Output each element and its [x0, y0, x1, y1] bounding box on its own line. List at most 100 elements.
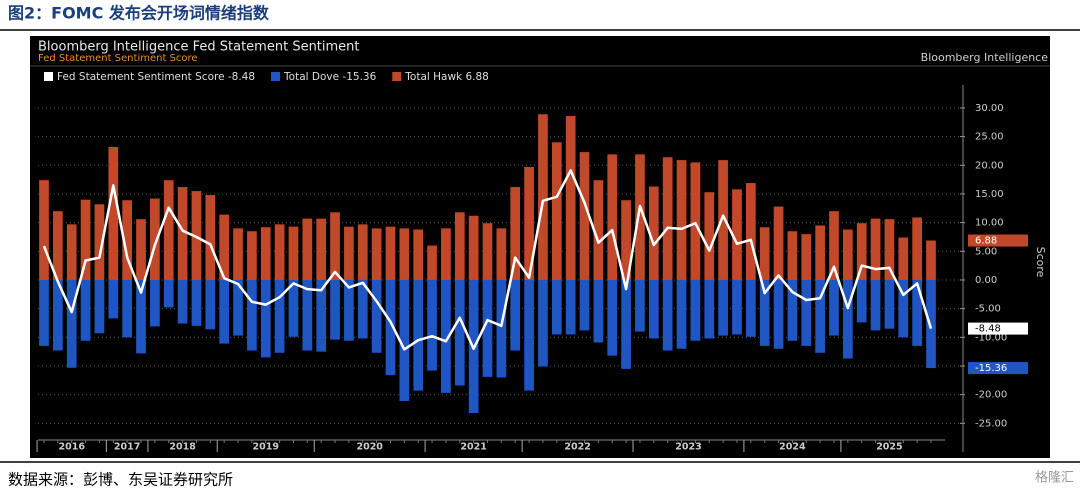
bar [648, 279, 659, 339]
bar [745, 183, 756, 280]
bar [898, 237, 909, 280]
bar [607, 154, 618, 280]
bar [732, 189, 742, 280]
bar [787, 231, 798, 280]
bar [662, 279, 673, 351]
bar [565, 115, 576, 280]
bar [413, 279, 424, 391]
last-value-tag [968, 362, 1028, 375]
bar [274, 279, 285, 353]
bar [288, 279, 299, 337]
bar [829, 211, 839, 280]
bar [122, 279, 133, 338]
bar [191, 191, 202, 280]
bar [288, 226, 299, 280]
bar [163, 279, 174, 308]
bar [482, 279, 493, 377]
bar [621, 279, 631, 369]
bar [80, 279, 91, 341]
bar [357, 224, 368, 280]
x-tick-label: 2018 [169, 442, 196, 453]
bar [593, 180, 604, 280]
bar [344, 226, 354, 280]
score-line [42, 169, 933, 351]
figure-header: 图2：FOMC 发布会开场词情绪指数 [8, 4, 270, 23]
bar [898, 279, 909, 338]
bar [219, 214, 230, 280]
bar [496, 228, 507, 280]
bar [247, 231, 257, 280]
bar [468, 215, 479, 280]
bar [732, 279, 742, 335]
bar [399, 228, 410, 280]
bar [815, 279, 825, 353]
chart-title: Bloomberg Intelligence Fed Statement Sen… [38, 40, 360, 55]
bar [274, 224, 285, 280]
last-value-label: -15.36 [975, 363, 1007, 374]
y-tick-label: 25.00 [975, 132, 1004, 143]
y-tick-label: 15.00 [975, 189, 1004, 200]
brand: Bloomberg Intelligence [921, 51, 1049, 64]
bar [745, 279, 756, 337]
bar [842, 279, 853, 359]
bar [302, 279, 313, 351]
bar [80, 199, 91, 280]
bar [413, 229, 424, 280]
bar [53, 211, 63, 280]
x-tick-label: 2021 [460, 442, 486, 453]
bar [205, 195, 216, 280]
x-tick-label: 2025 [876, 442, 902, 453]
bar [454, 212, 465, 280]
watermark: 格隆汇 [1035, 470, 1074, 486]
bar [829, 279, 839, 336]
bar [718, 160, 728, 280]
bar [122, 200, 133, 280]
bar [316, 279, 327, 352]
y-axis-label: Score [1034, 247, 1047, 278]
last-value-tag [968, 234, 1028, 247]
bar [884, 219, 895, 280]
bar [676, 279, 687, 349]
bar [856, 279, 867, 323]
bar [94, 204, 105, 280]
bar [704, 279, 715, 339]
bar [177, 279, 188, 324]
bar [136, 279, 146, 354]
bar [136, 219, 146, 280]
bar [773, 279, 784, 349]
y-tick-label: -5.00 [975, 304, 1001, 315]
bar [496, 279, 507, 378]
y-tick-label: 0.00 [975, 275, 997, 286]
bar [524, 167, 534, 280]
bar [579, 279, 590, 331]
x-tick-label: 2019 [253, 442, 279, 453]
bar [427, 279, 437, 371]
bar [108, 146, 119, 280]
y-tick-label: -25.00 [975, 418, 1007, 429]
bar [870, 279, 881, 331]
legend-label: Total Hawk 6.88 [404, 71, 489, 83]
bar [427, 245, 437, 280]
bar [191, 279, 202, 326]
bar [801, 279, 812, 346]
bar [842, 229, 853, 280]
legend-label: Total Dove -15.36 [283, 71, 377, 83]
bar [662, 157, 673, 280]
bar [454, 279, 465, 386]
y-tick-label: 10.00 [975, 218, 1004, 229]
bar [565, 279, 576, 335]
bar [538, 279, 548, 367]
bar [94, 279, 105, 334]
bar [219, 279, 230, 344]
bar [260, 279, 271, 358]
bar [150, 279, 160, 327]
bar [704, 192, 715, 280]
bar [579, 152, 590, 280]
legend-swatch [392, 72, 402, 81]
x-tick-label: 2016 [58, 442, 85, 453]
bar [357, 279, 368, 339]
bar [884, 279, 895, 329]
bar [524, 279, 534, 391]
y-tick-label: 30.00 [975, 103, 1004, 114]
